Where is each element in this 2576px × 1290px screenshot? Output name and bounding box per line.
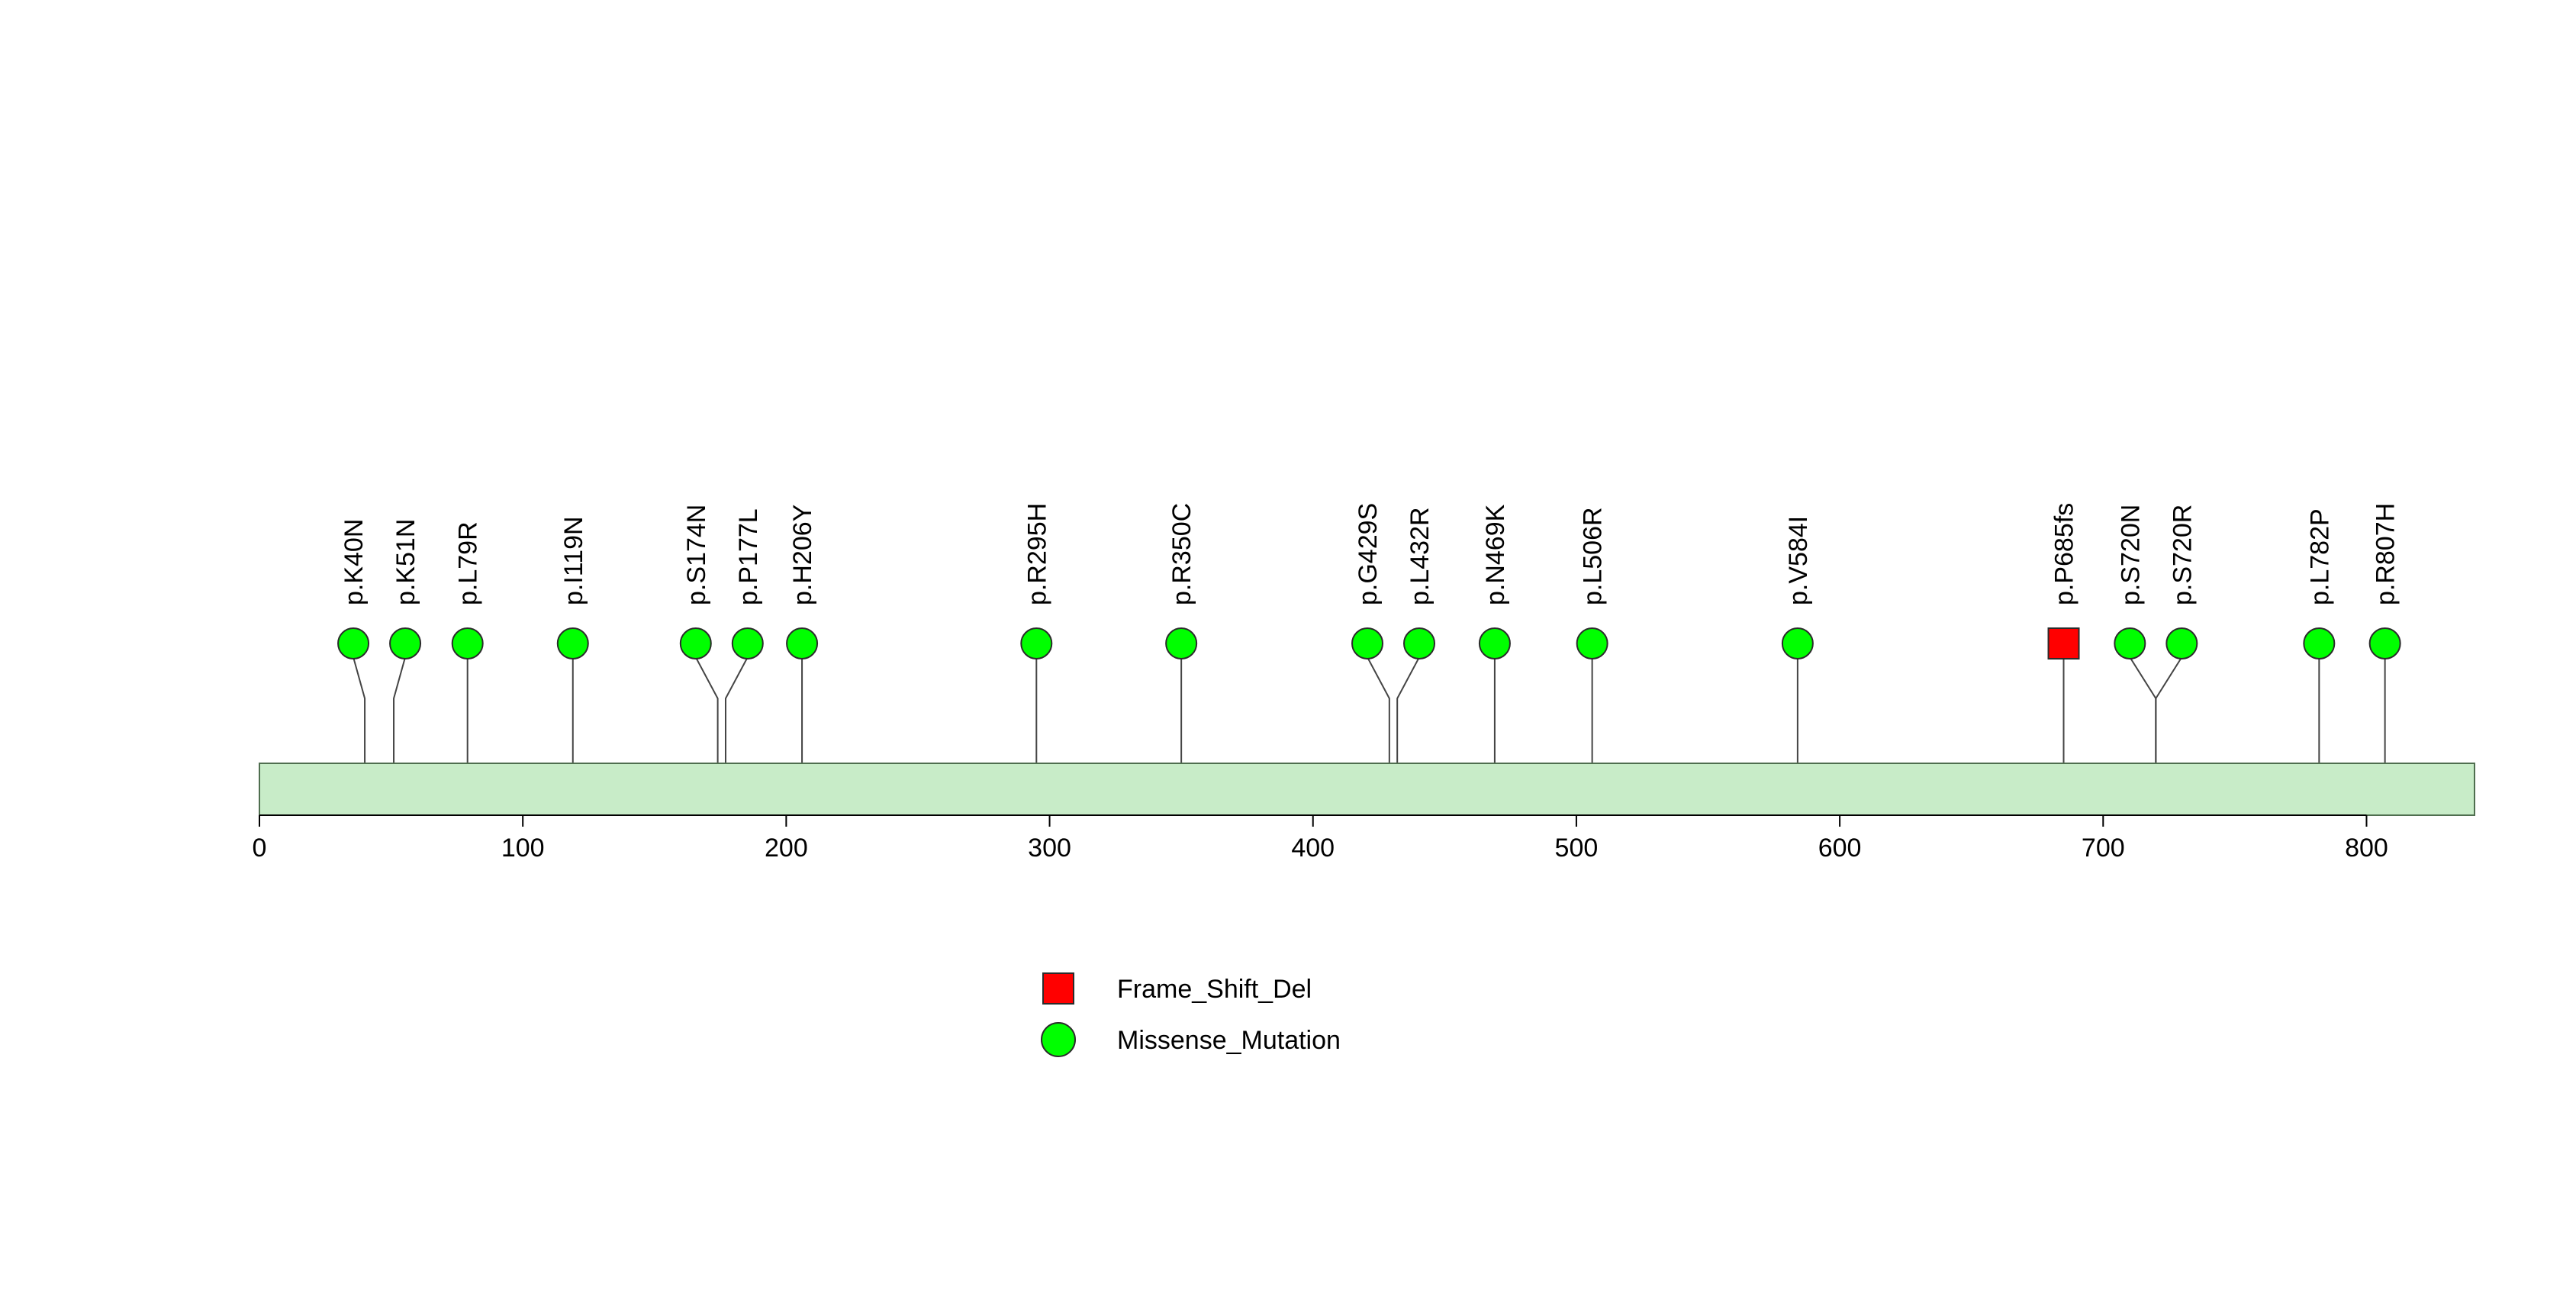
x-axis-tick-label: 0 <box>253 834 267 863</box>
missense-marker[interactable] <box>1478 627 1511 660</box>
mutation-label: p.N469K <box>1481 504 1510 605</box>
missense-marker[interactable] <box>1576 627 1608 660</box>
x-axis-tick-label: 600 <box>1818 834 1862 863</box>
missense-marker[interactable] <box>2114 627 2146 660</box>
missense-marker[interactable] <box>337 627 370 660</box>
missense-marker[interactable] <box>1351 627 1384 660</box>
mutation-label: p.S174N <box>682 505 711 605</box>
mutation-label: p.K40N <box>340 519 369 605</box>
missense-marker[interactable] <box>1403 627 1436 660</box>
x-axis-tick-label: 500 <box>1555 834 1599 863</box>
mutation-label: p.L432R <box>1406 507 1435 605</box>
mutation-label: p.R807H <box>2372 503 2401 605</box>
missense-marker[interactable] <box>556 627 589 660</box>
legend-square-symbol <box>1042 972 1074 1005</box>
missense-marker[interactable] <box>679 627 712 660</box>
missense-marker[interactable] <box>389 627 422 660</box>
mutation-label: p.P177L <box>734 508 763 605</box>
missense-marker[interactable] <box>2368 627 2401 660</box>
legend-label: Missense_Mutation <box>1117 1026 1341 1055</box>
missense-marker[interactable] <box>731 627 764 660</box>
mutation-labels: p.K40N p.K51N p.L79R p.I119N p.S174N p.P177L p… <box>340 503 2401 605</box>
x-axis-tick-label: 100 <box>501 834 545 863</box>
mutation-label: p.R295H <box>1022 503 1051 605</box>
mutation-label: p.S720N <box>2116 505 2145 605</box>
legend-label: Frame_Shift_Del <box>1117 975 1312 1004</box>
missense-marker[interactable] <box>2303 627 2336 660</box>
missense-marker[interactable] <box>1165 627 1198 660</box>
protein-bar <box>259 763 2475 816</box>
mutation-label: p.P685fs <box>2050 503 2079 605</box>
x-axis-tick-label: 700 <box>2082 834 2125 863</box>
mutation-label: p.L79R <box>454 521 483 605</box>
mutation-label: p.R350C <box>1167 503 1196 605</box>
mutation-label: p.I119N <box>559 516 588 605</box>
mutation-label: p.S720R <box>2168 505 2197 605</box>
missense-marker[interactable] <box>1020 627 1053 660</box>
mutation-label: p.L506R <box>1579 507 1608 605</box>
mutation-label: p.H206Y <box>788 505 817 605</box>
mutation-label: p.K51N <box>391 519 420 605</box>
mutation-label: p.V584I <box>1784 516 1813 605</box>
x-axis: 0 100 200 300 400 500 600 700 800 <box>253 814 2388 863</box>
x-axis-tick-label: 800 <box>2345 834 2388 863</box>
mutation-markers <box>337 627 2401 660</box>
legend-circle-symbol <box>1041 1022 1076 1057</box>
x-axis-tick-label: 200 <box>765 834 808 863</box>
missense-marker[interactable] <box>786 627 819 660</box>
mutation-label: p.G429S <box>1354 503 1383 605</box>
frame-shift-marker[interactable] <box>2047 627 2080 660</box>
missense-marker[interactable] <box>451 627 484 660</box>
x-axis-tick-label: 400 <box>1291 834 1335 863</box>
missense-marker[interactable] <box>1781 627 1814 660</box>
mutation-label: p.L782P <box>2305 508 2334 605</box>
missense-marker[interactable] <box>2165 627 2198 660</box>
x-axis-tick-label: 300 <box>1028 834 1071 863</box>
legend: Frame_Shift_Del Missense_Mutation <box>1041 972 1341 1057</box>
